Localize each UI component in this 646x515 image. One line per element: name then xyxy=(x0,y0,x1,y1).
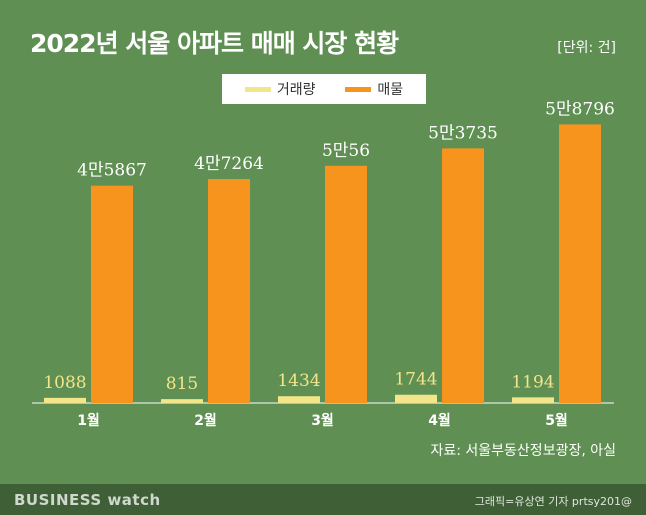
legend-label-listings: 매물 xyxy=(377,82,404,98)
unit-label: [단위: 건] xyxy=(557,40,616,56)
graphic-credit: 그래픽=유상연 기자 prtsy201@ xyxy=(474,495,632,508)
bar-listings-3 xyxy=(325,165,367,403)
legend-swatch-volume xyxy=(244,86,271,92)
bar-listings-1 xyxy=(91,185,133,403)
data-label-volume-4: 1744 xyxy=(394,370,437,390)
x-tick-label-5: 5월 xyxy=(545,412,568,429)
legend-label-volume: 거래량 xyxy=(276,82,316,98)
data-label-volume-5: 1194 xyxy=(511,372,554,392)
legend: 거래량 매물 xyxy=(222,74,426,104)
data-label-listings-2: 4만7264 xyxy=(194,154,264,174)
data-label-listings-5: 5만8796 xyxy=(545,99,615,119)
bar-volume-5 xyxy=(512,397,554,403)
bar-volume-1 xyxy=(44,397,86,403)
x-tick-label-1: 1월 xyxy=(77,412,100,429)
data-label-volume-2: 815 xyxy=(166,374,198,394)
bar-volume-4 xyxy=(395,394,437,403)
bar-chart: 1088 4만5867 1월 815 4만7264 2월 1434 5만56 3월 1744 5만3… xyxy=(32,99,615,429)
data-label-listings-4: 5만3735 xyxy=(428,123,498,143)
data-label-volume-3: 1434 xyxy=(277,371,320,391)
chart-title: 2022년 서울 아파트 매매 시장 현황 xyxy=(30,29,399,58)
x-tick-label-4: 4월 xyxy=(428,412,451,429)
source-note: 자료: 서울부동산정보광장, 아실 xyxy=(430,443,616,459)
bar-listings-4 xyxy=(442,148,484,403)
data-label-volume-1: 1088 xyxy=(43,373,86,393)
legend-item-volume: 거래량 xyxy=(244,79,316,99)
footer-bar: BUSINESS watch 그래픽=유상연 기자 prtsy201@ xyxy=(0,484,646,515)
x-tick-label-3: 3월 xyxy=(311,412,334,429)
x-tick-label-2: 2월 xyxy=(194,412,217,429)
bar-volume-3 xyxy=(278,396,320,403)
brand-logo: BUSINESS watch xyxy=(14,491,161,509)
bar-volume-2 xyxy=(161,399,203,403)
data-label-listings-3: 5만56 xyxy=(322,141,370,161)
bar-listings-2 xyxy=(208,179,250,403)
legend-item-listings: 매물 xyxy=(345,79,403,99)
legend-swatch-listings xyxy=(345,86,372,92)
bar-listings-5 xyxy=(559,124,601,404)
data-label-listings-1: 4만5867 xyxy=(77,161,147,181)
